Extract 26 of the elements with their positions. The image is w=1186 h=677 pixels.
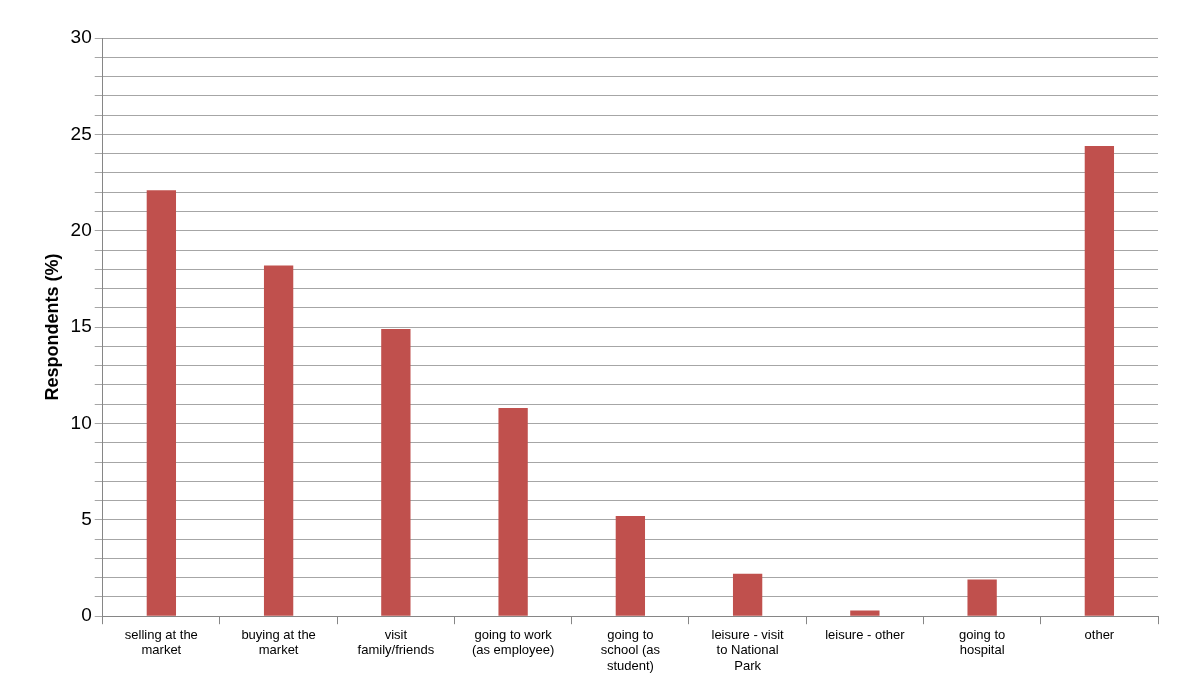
- bar: [498, 408, 528, 616]
- x-tick-label: selling at the market: [124, 626, 198, 658]
- x-tick-label: going to hospital: [958, 626, 1006, 658]
- y-axis-title: Respondents (%): [41, 253, 62, 401]
- bar: [967, 579, 997, 616]
- y-tick-label: 10: [70, 411, 92, 433]
- x-tick-label: going to work (as employee): [471, 626, 555, 658]
- bar: [615, 515, 646, 616]
- y-tick-label: 30: [70, 26, 92, 48]
- y-tick-label: 20: [70, 218, 92, 240]
- y-tick-label: 15: [70, 315, 92, 337]
- bar: [146, 190, 177, 616]
- y-tick-label: 25: [70, 122, 92, 144]
- x-tick-label: visit family/friends: [357, 626, 435, 658]
- bar: [263, 265, 294, 616]
- bar: [381, 329, 411, 616]
- x-tick-label: going to school (as student): [600, 626, 661, 673]
- x-tick-label: other: [1084, 626, 1115, 642]
- x-tick-label: leisure - other: [825, 626, 906, 642]
- x-tick-label: buying at the market: [241, 626, 316, 658]
- y-tick-label: 0: [81, 604, 92, 626]
- bar: [732, 573, 763, 616]
- bar: [1084, 145, 1115, 616]
- y-tick-label: 5: [81, 508, 92, 530]
- x-tick-label: leisure - visit to National Park: [711, 626, 785, 673]
- bar: [850, 610, 880, 616]
